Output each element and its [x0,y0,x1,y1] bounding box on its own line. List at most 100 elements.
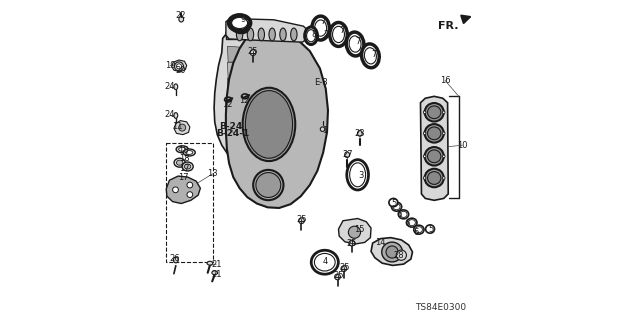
Text: 7: 7 [356,37,361,46]
Ellipse shape [173,257,178,263]
Polygon shape [420,96,448,200]
Ellipse shape [256,173,281,197]
Ellipse shape [187,192,193,197]
Text: 26: 26 [170,254,180,263]
Ellipse shape [442,132,445,135]
Ellipse shape [346,32,364,56]
Text: 22: 22 [175,11,186,20]
Ellipse shape [423,155,426,158]
Ellipse shape [320,127,324,131]
Text: B-24: B-24 [219,122,243,131]
Polygon shape [227,126,296,142]
Polygon shape [227,62,296,78]
Ellipse shape [330,23,348,46]
Text: 7: 7 [321,17,326,26]
Ellipse shape [187,182,193,188]
Text: 2: 2 [323,30,328,39]
Text: 12: 12 [239,96,250,105]
Text: 24: 24 [165,110,175,119]
Ellipse shape [305,27,317,44]
Ellipse shape [250,50,256,56]
Polygon shape [166,176,200,204]
Text: 28: 28 [393,251,404,260]
Ellipse shape [243,88,295,161]
Polygon shape [227,94,296,110]
Ellipse shape [299,218,305,224]
Ellipse shape [426,225,435,233]
Ellipse shape [423,177,426,179]
Text: 11: 11 [172,122,183,130]
Text: 6: 6 [396,210,402,219]
Ellipse shape [264,31,271,38]
Ellipse shape [174,113,178,118]
Ellipse shape [179,147,186,151]
Text: 20: 20 [175,66,186,75]
Ellipse shape [289,31,296,38]
Ellipse shape [442,177,445,179]
Ellipse shape [258,28,264,41]
Text: 7: 7 [339,26,344,35]
Polygon shape [226,26,328,208]
Ellipse shape [174,158,185,167]
Ellipse shape [424,103,444,122]
Ellipse shape [407,218,417,227]
Ellipse shape [247,28,253,41]
Ellipse shape [392,202,402,211]
Ellipse shape [302,31,309,38]
Text: 5: 5 [428,225,434,234]
Ellipse shape [335,274,340,280]
Ellipse shape [177,64,182,69]
Text: 6: 6 [404,219,410,228]
Text: TS84E0300: TS84E0300 [415,303,466,312]
Ellipse shape [179,124,186,131]
Ellipse shape [212,271,218,275]
Ellipse shape [253,170,284,200]
Ellipse shape [386,246,398,258]
Ellipse shape [358,130,362,136]
Polygon shape [226,19,309,42]
Text: 25: 25 [346,239,356,248]
Text: E-8: E-8 [314,78,328,87]
Bar [226,30,314,39]
Ellipse shape [348,226,360,238]
Ellipse shape [225,31,232,38]
Text: B-24-1: B-24-1 [216,129,250,138]
Ellipse shape [245,91,292,158]
Text: 5: 5 [392,199,397,208]
Ellipse shape [251,31,258,38]
Ellipse shape [174,84,178,90]
Text: 4: 4 [323,257,328,266]
Ellipse shape [276,31,284,38]
Text: 19: 19 [165,61,175,70]
Polygon shape [371,238,413,265]
Ellipse shape [341,266,347,271]
Ellipse shape [389,198,398,207]
Ellipse shape [236,28,243,41]
Ellipse shape [291,28,297,41]
Polygon shape [227,78,296,94]
Text: 25: 25 [333,271,344,280]
Ellipse shape [349,240,355,246]
Ellipse shape [182,162,193,171]
Polygon shape [214,24,311,167]
Ellipse shape [179,16,184,22]
Ellipse shape [311,250,339,274]
Ellipse shape [362,44,380,68]
Ellipse shape [238,31,245,38]
Ellipse shape [269,28,275,41]
Ellipse shape [442,155,445,158]
Ellipse shape [428,150,441,163]
Polygon shape [172,60,187,72]
Ellipse shape [173,187,179,193]
Ellipse shape [177,160,183,165]
Text: 8: 8 [311,30,316,39]
Text: 17: 17 [179,164,189,173]
Ellipse shape [175,62,184,71]
Text: 18: 18 [178,146,189,155]
Ellipse shape [381,242,403,262]
Ellipse shape [176,146,188,153]
Ellipse shape [428,127,441,140]
Ellipse shape [186,151,193,154]
Text: FR.: FR. [438,21,459,31]
Text: 1: 1 [322,126,328,135]
